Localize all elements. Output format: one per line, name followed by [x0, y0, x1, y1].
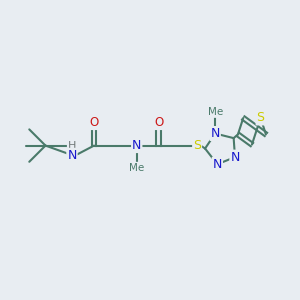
Text: N: N	[230, 151, 240, 164]
Text: N: N	[213, 158, 222, 171]
Text: H: H	[68, 141, 76, 151]
Text: S: S	[256, 112, 265, 124]
Text: N: N	[132, 139, 141, 152]
Text: S: S	[193, 139, 201, 152]
Text: Me: Me	[208, 107, 223, 117]
Text: N: N	[67, 149, 77, 162]
Text: O: O	[154, 116, 164, 129]
Text: O: O	[89, 116, 99, 129]
Text: Me: Me	[129, 163, 144, 173]
Text: N: N	[211, 127, 220, 140]
